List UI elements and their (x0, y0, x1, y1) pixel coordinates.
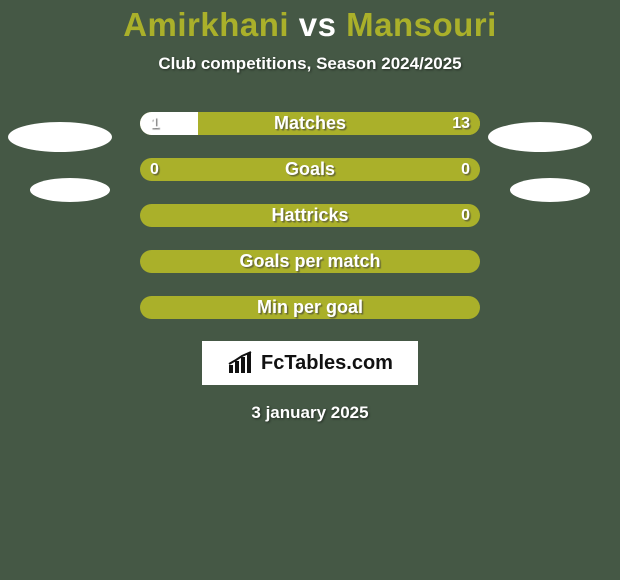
stat-row: Goals0 0 (0, 158, 620, 181)
stat-row: Min per goal (0, 296, 620, 319)
title-right-player: Mansouri (346, 6, 497, 43)
stat-bar-track: Min per goal (140, 296, 480, 319)
stat-bar-left-fill (140, 112, 198, 135)
stat-bar-label: Goals (140, 158, 480, 181)
decorative-ellipse (510, 178, 590, 202)
stat-bar-track: Goals0 0 (140, 158, 480, 181)
stat-bar-track: Goals per match (140, 250, 480, 273)
stat-bar-right-value: 0 (461, 158, 470, 181)
title-left-player: Amirkhani (123, 6, 289, 43)
stat-bar-left-value: 0 (150, 158, 159, 181)
title-vs: vs (289, 6, 346, 43)
stat-bar-right-fill (198, 112, 480, 135)
stat-bar-label: Min per goal (140, 296, 480, 319)
stat-bar-label: Goals per match (140, 250, 480, 273)
decorative-ellipse (30, 178, 110, 202)
subtitle: Club competitions, Season 2024/2025 (0, 54, 620, 74)
decorative-ellipse (488, 122, 592, 152)
brand-box: FcTables.com (202, 341, 418, 385)
stat-bar-track: Hattricks0 (140, 204, 480, 227)
stats-comparison-canvas: Amirkhani vs Mansouri Club competitions,… (0, 0, 620, 580)
footer-date: 3 january 2025 (0, 403, 620, 423)
decorative-ellipse (8, 122, 112, 152)
stat-row: Hattricks0 (0, 204, 620, 227)
brand-text: FcTables.com (261, 352, 393, 375)
stat-bar-right-value: 0 (461, 204, 470, 227)
brand-chart-icon (227, 351, 255, 375)
stat-bar-label: Hattricks (140, 204, 480, 227)
page-title: Amirkhani vs Mansouri (0, 0, 620, 44)
stat-row: Goals per match (0, 250, 620, 273)
stat-bar-track: Matches113 (140, 112, 480, 135)
